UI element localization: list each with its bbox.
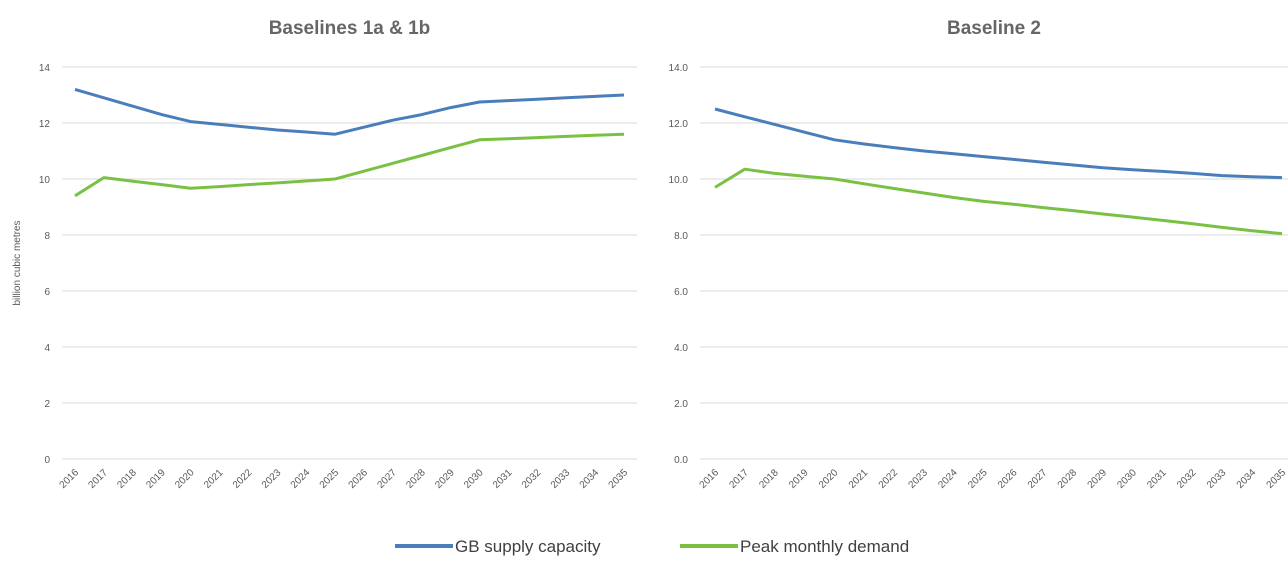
x-tick-label: 2022 [231, 467, 255, 491]
x-tick-label: 2029 [433, 467, 457, 491]
x-tick-label: 2033 [1205, 467, 1229, 491]
x-tick-label: 2018 [115, 467, 139, 491]
x-tick-label: 2028 [1056, 467, 1080, 491]
x-tick-label: 2032 [1175, 467, 1199, 491]
series-line [74, 132, 625, 198]
y-tick-label: 8.0 [674, 231, 688, 242]
x-tick-label: 2031 [491, 467, 515, 491]
x-tick-label: 2016 [698, 467, 722, 491]
legend-label: Peak monthly demand [740, 537, 909, 556]
y-tick-label: 6 [44, 287, 50, 298]
x-tick-label: 2026 [347, 467, 371, 491]
x-tick-label: 2019 [144, 467, 168, 491]
y-tick-label: 14 [39, 63, 51, 74]
y-tick-label: 2.0 [674, 399, 688, 410]
x-tick-label: 2024 [289, 467, 313, 491]
x-tick-label: 2028 [404, 467, 428, 491]
x-tick-label: 2026 [996, 467, 1020, 491]
x-tick-label: 2020 [173, 467, 197, 491]
y-tick-label: 10 [39, 175, 51, 186]
y-tick-label: 2 [44, 399, 50, 410]
x-tick-label: 2025 [966, 467, 990, 491]
x-tick-label: 2027 [375, 467, 399, 491]
y-tick-label: 4.0 [674, 343, 688, 354]
y-tick-label: 14.0 [669, 63, 689, 74]
x-tick-label: 2018 [757, 467, 781, 491]
x-tick-label: 2035 [607, 467, 631, 491]
x-tick-label: 2024 [936, 467, 960, 491]
series-line [714, 107, 1283, 180]
x-tick-label: 2021 [202, 467, 226, 491]
y-tick-label: 0.0 [674, 455, 688, 466]
chart-title: Baseline 2 [947, 18, 1041, 39]
x-tick-label: 2031 [1145, 467, 1169, 491]
x-tick-label: 2034 [1235, 467, 1259, 491]
x-tick-label: 2021 [847, 467, 871, 491]
x-tick-label: 2023 [907, 467, 931, 491]
y-tick-label: 12 [39, 119, 51, 130]
y-axis-label: billion cubic metres [12, 220, 23, 305]
x-tick-label: 2030 [1115, 467, 1139, 491]
y-tick-label: 0 [44, 455, 50, 466]
y-tick-label: 6.0 [674, 287, 688, 298]
y-tick-label: 4 [44, 343, 50, 354]
x-tick-label: 2022 [877, 467, 901, 491]
chart-title: Baselines 1a & 1b [269, 18, 431, 39]
x-tick-label: 2025 [318, 467, 342, 491]
y-tick-label: 10.0 [669, 175, 689, 186]
y-tick-label: 8 [44, 231, 50, 242]
x-tick-label: 2023 [260, 467, 284, 491]
x-tick-label: 2016 [58, 467, 82, 491]
legend-label: GB supply capacity [455, 537, 601, 556]
x-tick-label: 2032 [520, 467, 544, 491]
x-tick-label: 2030 [462, 467, 486, 491]
series-line [74, 87, 625, 136]
y-tick-label: 12.0 [669, 119, 689, 130]
x-tick-label: 2029 [1086, 467, 1110, 491]
x-tick-label: 2019 [787, 467, 811, 491]
x-tick-label: 2017 [727, 467, 751, 491]
series-line [714, 167, 1283, 236]
x-tick-label: 2020 [817, 467, 841, 491]
x-tick-label: 2027 [1026, 467, 1050, 491]
x-tick-label: 2033 [549, 467, 573, 491]
x-tick-label: 2035 [1265, 467, 1288, 491]
x-tick-label: 2017 [87, 467, 111, 491]
x-tick-label: 2034 [578, 467, 602, 491]
